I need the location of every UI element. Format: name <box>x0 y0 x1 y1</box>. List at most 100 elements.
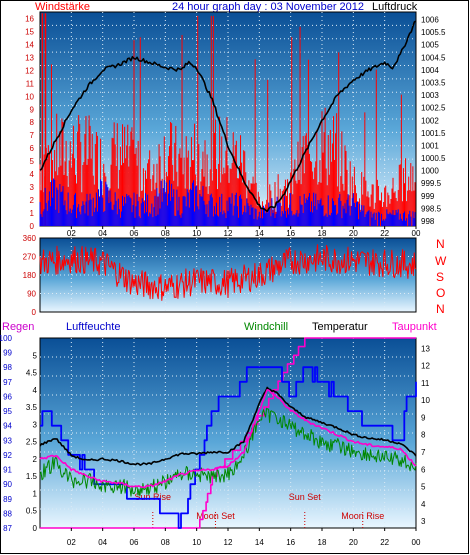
y-tick-label: 15 <box>25 27 34 36</box>
y-tick-label: 998.5 <box>421 204 442 213</box>
y-tick-label: 100 <box>0 334 13 343</box>
y-tick-label: 1002.5 <box>421 104 446 113</box>
x-tick-label: 22 <box>380 538 389 547</box>
y-tick-label: 2 <box>33 455 38 464</box>
y-tick-label: 4 <box>421 500 426 509</box>
y-tick-label: 8 <box>30 118 35 127</box>
y-tick-label: 999 <box>421 192 435 201</box>
y-tick-label: 0 <box>32 308 37 317</box>
y-tick-label: 12 <box>421 362 430 371</box>
y-tick-label: 14 <box>25 40 34 49</box>
y-tick-label: 2 <box>30 196 35 205</box>
y-axis-temperatur: 3 4 5 6 7 8 9 10 11 12 13 <box>421 344 430 526</box>
x-tick-label: 02 <box>67 229 76 238</box>
taupunkt-label: Taupunkt <box>392 321 437 333</box>
x-tick-label: 06 <box>130 229 139 238</box>
series-regen <box>40 337 416 529</box>
y-tick-label: 1003 <box>421 91 439 100</box>
y-tick-label: 1000 <box>421 167 439 176</box>
x-tick-label: 14 <box>255 538 264 547</box>
y-tick-label: 1 <box>33 489 38 498</box>
y-tick-label: 270 <box>23 253 37 262</box>
y-tick-label: 16 <box>25 14 34 23</box>
pressure-line <box>39 20 417 213</box>
y-tick-label: 1000.5 <box>421 154 446 163</box>
y-tick-label: 3 <box>421 517 426 526</box>
y-tick-label: 4.5 <box>26 369 38 378</box>
x-tick-label: 04 <box>98 229 107 238</box>
y-tick-label: 97 <box>3 378 12 387</box>
x-tick-label: 08 <box>161 229 170 238</box>
compass-s: S <box>436 270 444 284</box>
annotation-label: Sun Rise <box>135 492 172 502</box>
y-tick-label: 13 <box>25 53 34 62</box>
y-tick-label: 1 <box>30 209 35 218</box>
y-tick-label: 999.5 <box>421 179 442 188</box>
annotation-label: Moon Rise <box>341 511 384 521</box>
y-tick-label: 1005 <box>421 41 439 50</box>
x-tick-label: 12 <box>224 538 233 547</box>
x-tick-label: 12 <box>224 229 233 238</box>
y-tick-label: 5 <box>33 351 38 360</box>
y-tick-label: 4 <box>33 386 38 395</box>
y-tick-label: 9 <box>421 413 426 422</box>
y-tick-label: 5 <box>421 483 426 492</box>
x-tick-label: 18 <box>318 229 327 238</box>
y-tick-label: 4 <box>30 170 35 179</box>
x-axis-wind-pressure: 02 04 06 08 10 12 14 16 18 20 22 00 <box>67 226 421 238</box>
y-tick-label: 95 <box>3 407 12 416</box>
annotation-label: Sun Set <box>289 492 322 502</box>
dewpoint-line <box>39 388 417 489</box>
y-tick-label: 12 <box>25 66 34 75</box>
y-tick-label: 1004 <box>421 66 439 75</box>
temperature-line <box>39 386 417 466</box>
x-tick-label: 04 <box>98 538 107 547</box>
y-tick-label: 9 <box>30 105 35 114</box>
y-axis-wind-direction: 0 90 180 270 360 <box>23 234 37 317</box>
y-axis-luftfeuchte: 87 88 89 90 91 92 93 94 95 96 97 98 99 100 <box>0 334 13 533</box>
y-tick-label: 91 <box>3 466 12 475</box>
y-tick-label: 92 <box>3 451 12 460</box>
x-tick-label: 16 <box>286 229 295 238</box>
x-tick-label: 20 <box>349 229 358 238</box>
x-tick-label: 00 <box>412 538 421 547</box>
y-tick-label: 11 <box>421 379 430 388</box>
compass-o: O <box>436 286 445 300</box>
y-tick-label: 1006 <box>421 16 439 25</box>
y-tick-label: 5 <box>30 157 35 166</box>
y-tick-label: 1003.5 <box>421 78 446 87</box>
y-tick-label: 0.5 <box>26 507 38 516</box>
x-tick-label: 02 <box>67 538 76 547</box>
y-tick-label: 93 <box>3 436 12 445</box>
y-tick-label: 1005.5 <box>421 28 446 37</box>
y-tick-label: 180 <box>23 271 37 280</box>
compass-n-bottom: N <box>436 302 445 316</box>
y-tick-label: 13 <box>421 344 430 353</box>
y-tick-label: 1001.5 <box>421 129 446 138</box>
series-temperatur <box>39 386 417 466</box>
y-tick-label: 6 <box>30 144 35 153</box>
y-tick-label: 98 <box>3 363 12 372</box>
luftfeuchte-label: Luftfeuchte <box>66 321 120 333</box>
y-tick-label: 1004.5 <box>421 53 446 62</box>
windchill-label: Windchill <box>244 321 288 333</box>
y-tick-label: 90 <box>27 290 36 299</box>
y-tick-label: 3 <box>30 183 35 192</box>
y-tick-label: 96 <box>3 392 12 401</box>
windstaerke-label: Windstärke <box>35 1 90 13</box>
x-tick-label: 14 <box>255 229 264 238</box>
y-tick-label: 998 <box>421 217 435 226</box>
rain-line <box>40 337 416 529</box>
y-tick-label: 8 <box>421 431 426 440</box>
y-tick-label: 87 <box>3 524 12 533</box>
y-tick-label: 6 <box>421 465 426 474</box>
x-tick-label: 10 <box>192 229 201 238</box>
luftdruck-label: Luftdruck <box>372 1 418 13</box>
regen-label: Regen <box>2 321 34 333</box>
y-tick-label: 0 <box>33 524 38 533</box>
y-tick-label: 1002 <box>421 116 439 125</box>
y-tick-label: 360 <box>23 234 37 243</box>
x-axis-temperature: 02 04 06 08 10 12 14 16 18 20 22 00 <box>67 528 421 547</box>
